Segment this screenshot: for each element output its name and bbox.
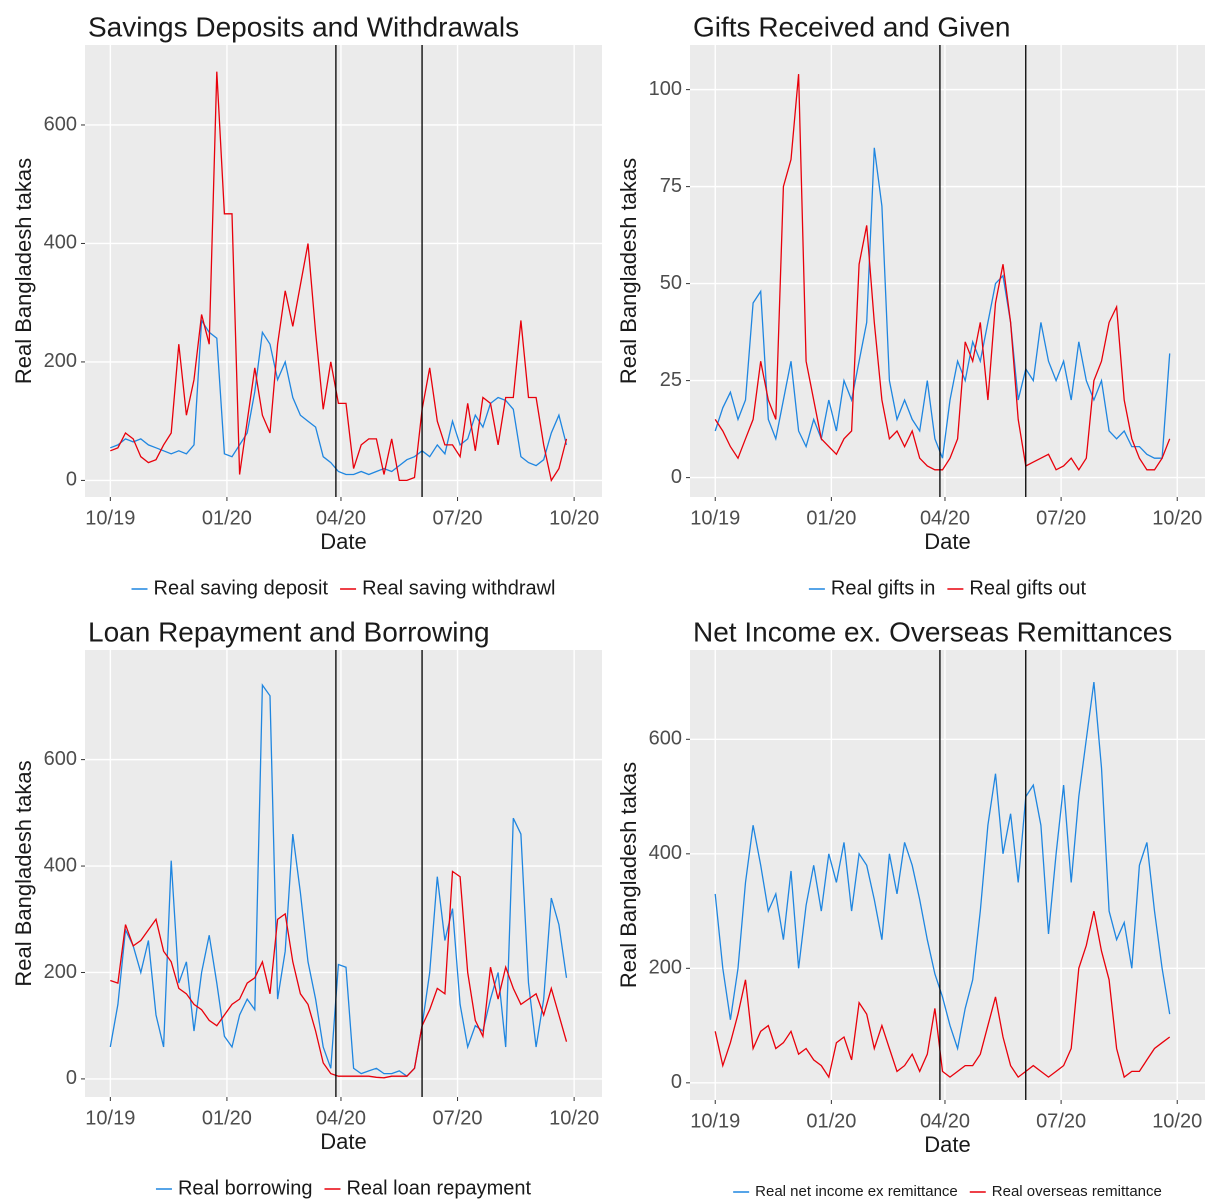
y-tick-label: 0 bbox=[671, 1071, 682, 1093]
chart-title: Loan Repayment and Borrowing bbox=[88, 616, 490, 647]
y-tick-label: 600 bbox=[44, 748, 77, 770]
legend-label: Real overseas remittance bbox=[992, 1183, 1162, 1200]
series-line bbox=[714, 147, 1171, 459]
y-axis-label: Real Bangladesh takas bbox=[616, 158, 641, 384]
y-tick-label: 0 bbox=[66, 469, 77, 491]
y-axis-label: Real Bangladesh takas bbox=[11, 158, 36, 384]
chart-title: Net Income ex. Overseas Remittances bbox=[693, 616, 1172, 647]
series-line bbox=[714, 682, 1171, 1052]
y-tick-label: 75 bbox=[660, 175, 682, 197]
x-tick-label: 04/20 bbox=[920, 507, 970, 529]
y-tick-label: 600 bbox=[649, 728, 682, 750]
y-axis-label: Real Bangladesh takas bbox=[616, 762, 641, 988]
plot-background bbox=[85, 45, 602, 497]
x-tick-label: 10/19 bbox=[690, 1110, 740, 1132]
x-tick-label: 01/20 bbox=[806, 1110, 856, 1132]
x-tick-label: 10/19 bbox=[85, 507, 135, 529]
y-axis-label: Real Bangladesh takas bbox=[11, 760, 36, 986]
x-tick-label: 01/20 bbox=[202, 1107, 252, 1129]
legend-label: Real loan repayment bbox=[346, 1177, 531, 1199]
series-line bbox=[110, 71, 568, 483]
x-tick-label: 01/20 bbox=[806, 507, 856, 529]
y-tick-label: 100 bbox=[649, 78, 682, 100]
y-tick-label: 200 bbox=[44, 961, 77, 983]
legend: Real saving deposit Real saving withdrawl bbox=[131, 577, 555, 599]
x-axis-label: Date bbox=[924, 529, 970, 554]
series-line bbox=[110, 870, 568, 1079]
plot-background bbox=[690, 650, 1205, 1100]
x-tick-label: 10/19 bbox=[690, 507, 740, 529]
legend-label: Real borrowing bbox=[178, 1177, 313, 1199]
x-tick-label: 04/20 bbox=[920, 1110, 970, 1132]
y-tick-label: 0 bbox=[671, 466, 682, 488]
legend-label: Real saving deposit bbox=[154, 577, 329, 599]
x-tick-label: 10/20 bbox=[549, 1107, 599, 1129]
plot-background bbox=[85, 650, 602, 1097]
x-axis-label: Date bbox=[924, 1132, 970, 1157]
legend-label: Real gifts out bbox=[969, 577, 1086, 599]
x-tick-label: 10/20 bbox=[1152, 1110, 1202, 1132]
x-tick-label: 07/20 bbox=[433, 1107, 483, 1129]
x-tick-label: 01/20 bbox=[202, 507, 252, 529]
chart-title: Savings Deposits and Withdrawals bbox=[88, 11, 519, 42]
chart-title: Gifts Received and Given bbox=[693, 11, 1011, 42]
x-tick-label: 04/20 bbox=[316, 507, 366, 529]
y-tick-label: 400 bbox=[44, 232, 77, 254]
x-axis-label: Date bbox=[320, 529, 366, 554]
y-tick-label: 200 bbox=[44, 350, 77, 372]
x-tick-label: 07/20 bbox=[433, 507, 483, 529]
x-tick-label: 04/20 bbox=[316, 1107, 366, 1129]
legend-label: Real net income ex remittance bbox=[755, 1183, 958, 1200]
x-tick-label: 10/19 bbox=[85, 1107, 135, 1129]
legend-label: Real saving withdrawl bbox=[362, 577, 555, 599]
legend: Real net income ex remittance Real overse… bbox=[733, 1183, 1162, 1200]
x-tick-label: 07/20 bbox=[1036, 1110, 1086, 1132]
legend: Real borrowing Real loan repayment bbox=[155, 1177, 531, 1199]
y-tick-label: 0 bbox=[66, 1067, 77, 1089]
x-tick-label: 10/20 bbox=[549, 507, 599, 529]
legend-label: Real gifts in bbox=[831, 577, 936, 599]
y-tick-label: 600 bbox=[44, 113, 77, 135]
legend: Real gifts in Real gifts out bbox=[808, 577, 1087, 599]
y-tick-label: 200 bbox=[649, 957, 682, 979]
y-tick-label: 400 bbox=[649, 842, 682, 864]
x-axis-label: Date bbox=[320, 1129, 366, 1154]
series-line bbox=[714, 74, 1171, 471]
series-line bbox=[714, 910, 1171, 1079]
y-tick-label: 400 bbox=[44, 854, 77, 876]
y-tick-label: 25 bbox=[660, 369, 682, 391]
y-tick-label: 50 bbox=[660, 272, 682, 294]
x-tick-label: 07/20 bbox=[1036, 507, 1086, 529]
x-tick-label: 10/20 bbox=[1152, 507, 1202, 529]
plot-background bbox=[690, 45, 1205, 497]
series-line bbox=[109, 683, 568, 1078]
